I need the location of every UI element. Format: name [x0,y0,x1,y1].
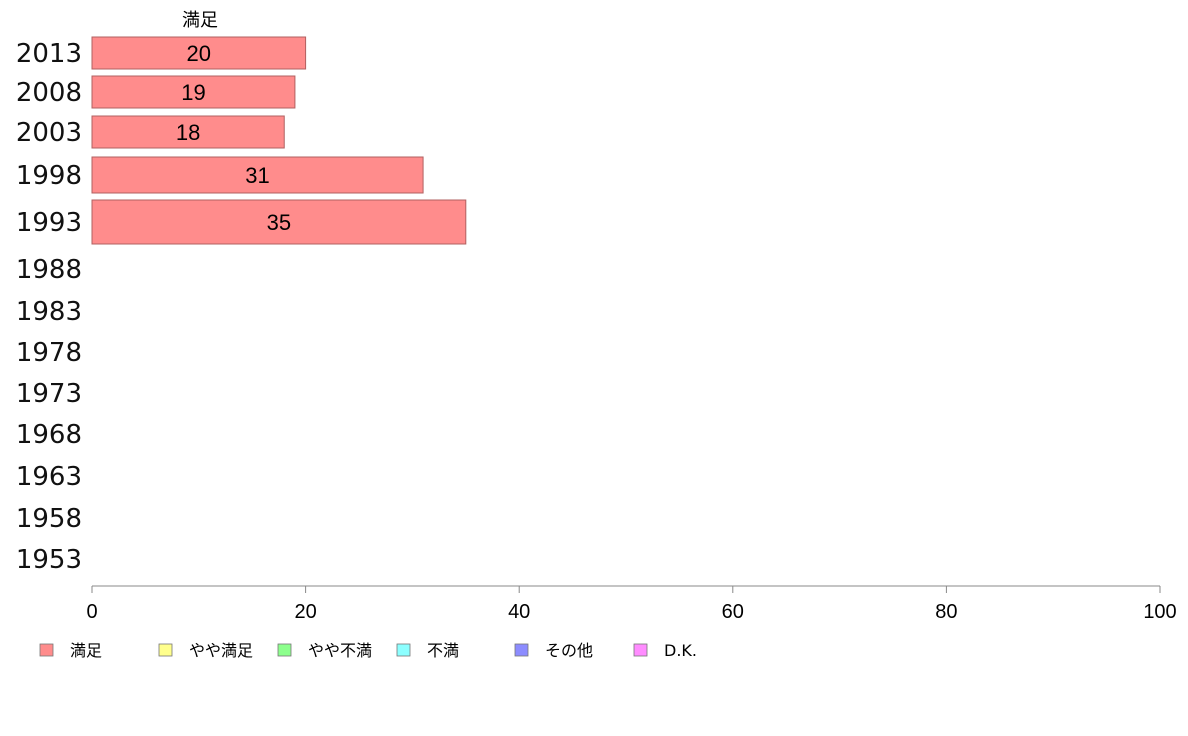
bar-2008 [91,75,296,109]
legend: 満足 やや満足 やや不満 不満 その他 D.K. [39,641,697,660]
x-tick-label-0: 0 [86,601,97,623]
bar-label-2013: 20 [187,41,211,66]
series-title: 満足 [182,10,218,31]
legend-label-5: D.K. [664,641,697,660]
legend-label-4: その他 [545,641,593,660]
year-label-2013: 2013 [16,39,82,69]
legend-swatch-3 [396,643,411,657]
x-tick-label-20: 20 [294,601,316,623]
legend-swatch-1 [158,643,173,657]
year-label-1968: 1968 [16,420,82,450]
bar-1993 [91,199,467,245]
x-tick-label-40: 40 [508,601,530,623]
bar-2003 [91,115,285,149]
legend-swatch-5 [633,643,648,657]
bar-label-1998: 31 [245,163,269,188]
year-label-1958: 1958 [16,504,82,534]
year-label-1978: 1978 [16,338,82,368]
year-label-1998: 1998 [16,161,82,191]
legend-swatch-0 [39,643,54,657]
bar-label-1993: 35 [267,210,291,235]
year-label-2003: 2003 [16,118,82,148]
year-label-1953: 1953 [16,545,82,575]
year-labels-group: 2013 2008 2003 1998 1993 1988 1983 1978 1973 1968… [16,39,82,575]
year-label-1963: 1963 [16,462,82,492]
x-axis: 0 20 40 60 80 100 [86,585,1177,623]
year-label-1988: 1988 [16,255,82,285]
x-tick-label-60: 60 [722,601,744,623]
legend-swatch-2 [277,643,292,657]
legend-label-0: 満足 [70,641,102,660]
year-label-2008: 2008 [16,78,82,108]
legend-swatch-4 [514,643,529,657]
bar-label-2003: 18 [176,120,200,145]
bar-label-2008: 19 [181,80,205,105]
legend-label-2: やや不満 [308,641,372,660]
legend-label-1: やや満足 [189,641,253,660]
year-label-1993: 1993 [16,208,82,238]
bar-2013 [91,36,307,70]
x-tick-label-100: 100 [1143,601,1176,623]
year-label-1983: 1983 [16,297,82,327]
legend-label-3: 不満 [427,641,459,660]
bar-1998 [91,156,424,194]
bars-group: 20 19 18 31 35 [91,36,467,245]
x-tick-label-80: 80 [935,601,957,623]
year-label-1973: 1973 [16,379,82,409]
